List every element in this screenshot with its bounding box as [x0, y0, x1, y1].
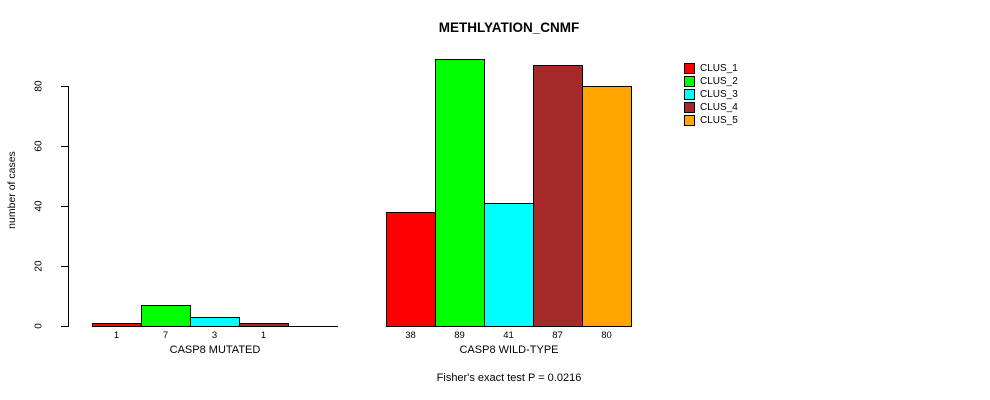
legend-item-clus-3: CLUS_3 [684, 88, 738, 101]
legend-item-clus-4: CLUS_4 [684, 101, 738, 114]
legend-swatch-clus-2 [684, 76, 695, 87]
legend-item-clus-5: CLUS_5 [684, 114, 738, 127]
bar-casp8-wild-type-clus-5 [582, 86, 632, 327]
chart-title: METHLYATION_CNMF [438, 20, 580, 35]
legend-swatch-clus-5 [684, 115, 695, 126]
bar-value-label-casp8-wild-type-clus-4: 87 [552, 330, 563, 341]
legend-item-clus-2: CLUS_2 [684, 75, 738, 88]
bar-value-label-casp8-mutated-clus-3: 3 [211, 330, 218, 341]
y-tick-label: 20 [33, 260, 45, 272]
group-label-casp8-wild-type: CASP8 WILD-TYPE [459, 344, 559, 356]
bar-casp8-wild-type-clus-1 [386, 212, 436, 327]
y-tick-label: 0 [33, 323, 45, 329]
legend-label-clus-2: CLUS_2 [700, 76, 738, 87]
fisher-test-annotation: Fisher's exact test P = 0.0216 [436, 372, 582, 384]
y-tick-mark [61, 266, 68, 267]
y-tick-mark [61, 326, 68, 327]
bar-casp8-wild-type-clus-2 [435, 59, 485, 327]
y-tick-mark [61, 146, 68, 147]
legend-label-clus-1: CLUS_1 [700, 63, 738, 74]
bar-value-label-casp8-wild-type-clus-5: 80 [601, 330, 612, 341]
bar-value-label-casp8-mutated-clus-2: 7 [162, 330, 169, 341]
bar-casp8-mutated-clus-2 [141, 305, 191, 327]
bar-value-label-casp8-wild-type-clus-1: 38 [405, 330, 416, 341]
bar-value-label-casp8-wild-type-clus-3: 41 [503, 330, 514, 341]
legend-swatch-clus-1 [684, 63, 695, 74]
bar-casp8-mutated-clus-4 [239, 323, 289, 327]
y-axis-label: number of cases [6, 151, 18, 229]
y-tick-label: 60 [33, 140, 45, 152]
legend-swatch-clus-3 [684, 89, 695, 100]
bar-value-label-casp8-mutated-clus-4: 1 [260, 330, 267, 341]
legend-label-clus-4: CLUS_4 [700, 102, 738, 113]
bar-value-label-casp8-wild-type-clus-2: 89 [454, 330, 465, 341]
y-axis-line [68, 86, 69, 327]
legend-label-clus-5: CLUS_5 [700, 115, 738, 126]
group-label-casp8-mutated: CASP8 MUTATED [169, 344, 261, 356]
legend-item-clus-1: CLUS_1 [684, 62, 738, 75]
bar-casp8-mutated-clus-1 [92, 323, 142, 327]
y-tick-mark [61, 206, 68, 207]
legend-swatch-clus-4 [684, 102, 695, 113]
y-tick-label: 80 [33, 80, 45, 92]
y-tick-mark [61, 86, 68, 87]
legend-label-clus-3: CLUS_3 [700, 89, 738, 100]
bar-casp8-mutated-clus-3 [190, 317, 240, 327]
y-tick-label: 40 [33, 200, 45, 212]
bar-casp8-wild-type-clus-4 [533, 65, 583, 327]
bar-casp8-wild-type-clus-3 [484, 203, 534, 327]
bar-value-label-casp8-mutated-clus-1: 1 [113, 330, 120, 341]
